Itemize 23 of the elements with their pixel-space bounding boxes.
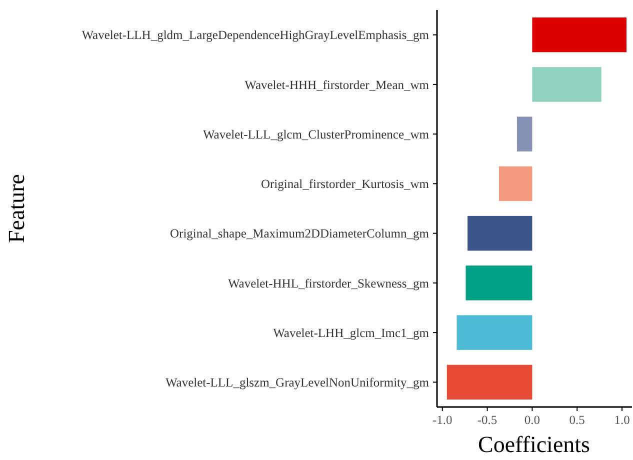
- bar: [516, 116, 532, 152]
- bar: [466, 266, 532, 300]
- bar: [498, 166, 532, 202]
- bar: [456, 315, 532, 350]
- y-tick-label: Wavelet-HHH_firstorder_Mean_wm: [244, 78, 430, 92]
- x-tick-label: -1.0: [432, 413, 452, 427]
- bar: [532, 17, 627, 52]
- y-tick-label: Original_shape_Maximum2DDiameterColumn_gm: [170, 226, 430, 241]
- y-tick-label: Wavelet-LHH_glcm_Imc1_gm: [273, 326, 430, 340]
- y-tick-label: Wavelet-LLL_glcm_ClusterProminence_wm: [202, 127, 430, 142]
- x-tick-label: 1.0: [614, 413, 630, 427]
- y-tick-label: Original_firstorder_Kurtosis_wm: [260, 177, 430, 192]
- y-axis-title: Feature: [4, 174, 29, 243]
- y-tick-label: Wavelet-HHL_firstorder_Skewness_gm: [228, 276, 430, 290]
- y-tick-label: Wavelet-LLL_glszm_GrayLevelNonUniformity_gm: [165, 376, 430, 390]
- bar: [468, 216, 532, 251]
- x-axis-title: Coefficients: [478, 432, 590, 457]
- bar: [532, 67, 602, 102]
- y-tick-label: Wavelet-LLH_gldm_LargeDependenceHighGrayLevelEmphasis_gm: [82, 28, 430, 42]
- x-tick-label: -0.5: [477, 413, 498, 427]
- bar: [446, 364, 532, 400]
- x-tick-label: 0.5: [569, 413, 585, 427]
- x-tick-label: 0.0: [524, 413, 540, 427]
